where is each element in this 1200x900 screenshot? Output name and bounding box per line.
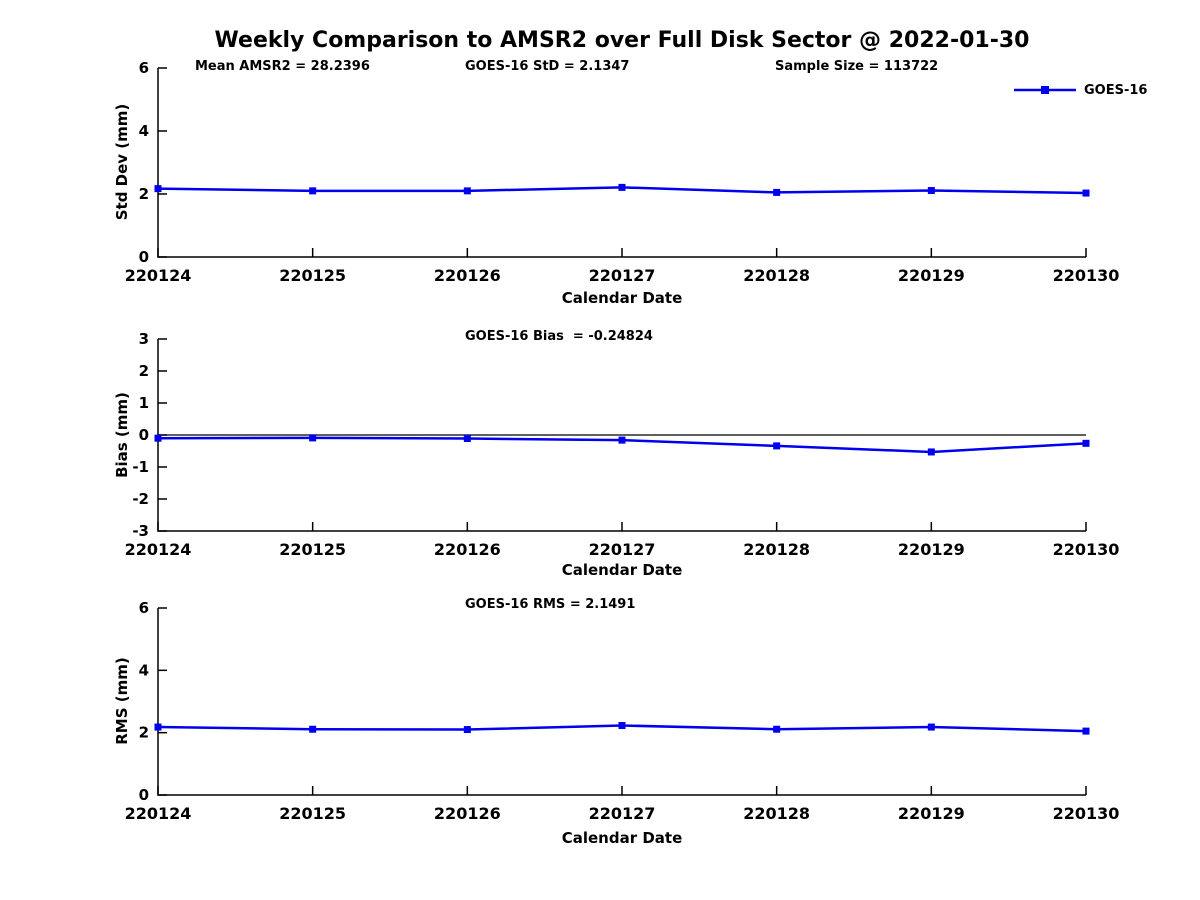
y-tick-label: 0: [139, 426, 149, 444]
x-tick-label: 220129: [898, 540, 965, 559]
annotation-sample-size: Sample Size = 113722: [775, 59, 939, 74]
x-tick-label: 220129: [898, 266, 965, 285]
data-point-marker: [618, 183, 626, 191]
x-tick-label: 220126: [434, 804, 501, 823]
x-tick-label: 220125: [279, 804, 346, 823]
y-tick-label: 2: [139, 362, 149, 380]
x-tick-label: 220125: [279, 540, 346, 559]
x-tick-label: 220130: [1053, 540, 1120, 559]
data-point-marker: [773, 442, 781, 450]
x-tick-label: 220124: [125, 266, 192, 285]
subplot-std-dev: 0 2 4 6 220124 220125 220126 220127 220128 220129…: [125, 59, 1120, 285]
x-axis-label-calendar-date-3: Calendar Date: [561, 829, 683, 847]
data-point-marker: [927, 187, 935, 195]
subplot-rms: 0 2 4 6 220124 220125 220126 220127 220128 220129…: [125, 599, 1120, 823]
data-point-marker: [463, 726, 471, 734]
x-tick-label: 220128: [743, 266, 810, 285]
x-tick-label: 220129: [898, 804, 965, 823]
x-tick-label: 220125: [279, 266, 346, 285]
annotation-mean-amsr2: Mean AMSR2 = 28.2396: [195, 59, 370, 74]
x-axis-label-calendar-date-1: Calendar Date: [561, 289, 683, 307]
x-tick-label: 220126: [434, 540, 501, 559]
x-tick-label: 220130: [1053, 804, 1120, 823]
annotation-goes16-rms: GOES-16 RMS = 2.1491: [465, 597, 636, 612]
data-point-marker: [927, 723, 935, 731]
legend-line-icon: [1014, 86, 1076, 94]
data-point-marker: [154, 185, 162, 193]
y-tick-label: 6: [139, 599, 149, 617]
x-tick-label: 220128: [743, 540, 810, 559]
y-tick-label: -3: [132, 522, 149, 540]
x-tick-label: 220124: [125, 540, 192, 559]
annotation-goes16-bias: GOES-16 Bias = -0.24824: [465, 329, 653, 344]
data-point-marker: [927, 448, 935, 456]
annotation-goes16-std: GOES-16 StD = 2.1347: [465, 59, 630, 74]
data-point-marker: [154, 434, 162, 442]
data-point-marker: [1082, 439, 1090, 447]
data-point-marker: [773, 725, 781, 733]
y-tick-label: 4: [139, 122, 149, 140]
legend: GOES-16: [1013, 81, 1147, 99]
data-point-marker: [154, 723, 162, 731]
y-tick-label: 2: [139, 724, 149, 742]
data-point-marker: [1082, 189, 1090, 197]
y-tick-label: 4: [139, 661, 149, 679]
x-tick-label: 220126: [434, 266, 501, 285]
y-tick-label: 1: [139, 394, 149, 412]
x-axis-label-calendar-date-2: Calendar Date: [561, 561, 683, 579]
y-tick-label: 0: [139, 248, 149, 266]
data-point-marker: [1082, 727, 1090, 735]
y-tick-label: 0: [139, 786, 149, 804]
data-point-marker: [309, 187, 317, 195]
x-tick-label: 220124: [125, 804, 192, 823]
data-point-marker: [309, 725, 317, 733]
figure-title: Weekly Comparison to AMSR2 over Full Dis…: [214, 28, 1030, 53]
x-tick-label: 220130: [1053, 266, 1120, 285]
legend-label: GOES-16: [1084, 82, 1148, 98]
data-point-marker: [309, 434, 317, 442]
data-point-marker: [463, 187, 471, 195]
data-point-marker: [463, 435, 471, 443]
x-tick-label: 220127: [589, 540, 656, 559]
data-point-marker: [618, 721, 626, 729]
data-point-marker: [618, 436, 626, 444]
x-tick-label: 220128: [743, 804, 810, 823]
y-tick-label: -2: [132, 490, 149, 508]
x-tick-label: 220127: [589, 266, 656, 285]
data-point-marker: [773, 188, 781, 196]
y-tick-label: 2: [139, 185, 149, 203]
y-tick-label: 3: [139, 330, 149, 348]
y-tick-label: -1: [132, 458, 149, 476]
x-tick-label: 220127: [589, 804, 656, 823]
y-tick-label: 6: [139, 59, 149, 77]
